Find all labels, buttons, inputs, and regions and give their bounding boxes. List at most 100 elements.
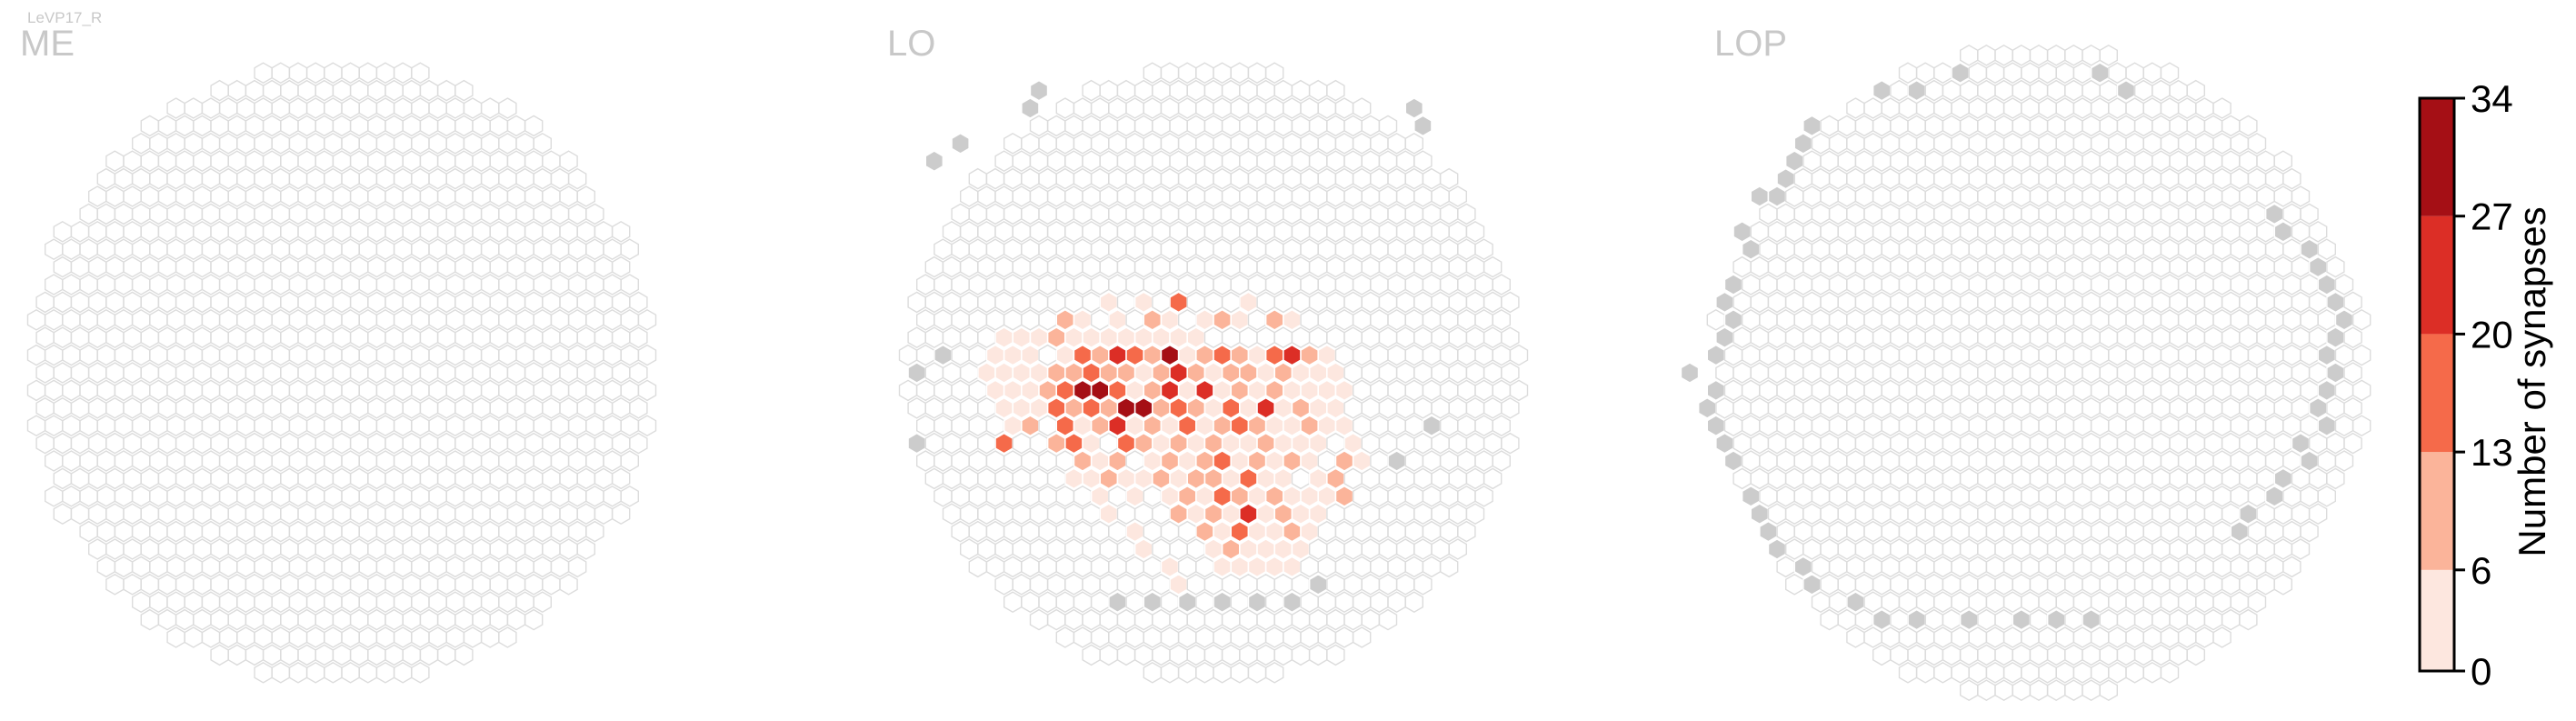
empty-hex-cell: [1793, 203, 1813, 225]
empty-hex-cell: [2133, 503, 2153, 526]
empty-hex-cell: [1352, 344, 1372, 366]
empty-hex-cell: [959, 185, 979, 207]
empty-hex-cell: [550, 450, 570, 472]
valued-hex-cell: [1264, 520, 1284, 543]
empty-hex-cell: [375, 274, 395, 295]
empty-hex-cell: [985, 415, 1005, 437]
empty-hex-cell: [1898, 485, 1918, 507]
empty-hex-cell: [114, 203, 134, 225]
empty-hex-cell: [1767, 362, 1787, 384]
empty-hex-cell: [2160, 520, 2180, 543]
empty-hex-cell: [2133, 291, 2153, 314]
valued-hex-cell: [1264, 485, 1284, 507]
empty-hex-cell: [1942, 115, 1962, 137]
empty-hex-cell: [306, 62, 325, 85]
empty-hex-cell: [1133, 644, 1153, 666]
empty-hex-cell: [2230, 379, 2250, 402]
empty-hex-cell: [218, 556, 238, 578]
empty-hex-cell: [2072, 167, 2092, 190]
grey-hex-cell: [1697, 396, 1717, 419]
empty-hex-cell: [140, 362, 160, 384]
empty-hex-cell: [402, 362, 421, 384]
empty-hex-cell: [454, 538, 474, 560]
empty-hex-cell: [341, 62, 360, 85]
empty-hex-cell: [2038, 308, 2057, 331]
empty-hex-cell: [324, 591, 343, 614]
empty-hex-cell: [481, 167, 500, 190]
empty-hex-cell: [1501, 362, 1520, 384]
empty-hex-cell: [193, 362, 212, 384]
valued-hex-cell: [1169, 291, 1188, 314]
empty-hex-cell: [123, 291, 142, 314]
empty-hex-cell: [149, 415, 168, 437]
empty-hex-cell: [576, 362, 595, 384]
empty-hex-cell: [2116, 362, 2136, 384]
empty-hex-cell: [1959, 255, 1979, 278]
empty-hex-cell: [297, 79, 316, 102]
empty-hex-cell: [411, 661, 430, 684]
empty-hex-cell: [445, 132, 464, 155]
empty-hex-cell: [271, 62, 290, 85]
empty-hex-cell: [411, 308, 430, 331]
valued-hex-cell: [1230, 379, 1250, 402]
empty-hex-cell: [271, 97, 290, 119]
empty-hex-cell: [2142, 591, 2162, 614]
empty-hex-cell: [1994, 291, 2013, 314]
empty-hex-cell: [315, 79, 334, 102]
empty-hex-cell: [2133, 362, 2153, 384]
empty-hex-cell: [1029, 573, 1049, 596]
empty-hex-cell: [2273, 150, 2293, 173]
empty-hex-cell: [2239, 115, 2258, 137]
empty-hex-cell: [2195, 485, 2214, 507]
empty-hex-cell: [2116, 608, 2136, 631]
empty-hex-cell: [463, 203, 483, 225]
empty-hex-cell: [1951, 450, 1970, 472]
empty-hex-cell: [1933, 203, 1952, 225]
empty-hex-cell: [1370, 415, 1389, 437]
empty-hex-cell: [1465, 220, 1485, 243]
empty-hex-cell: [481, 274, 500, 295]
empty-hex-cell: [1474, 450, 1493, 472]
empty-hex-cell: [2186, 467, 2206, 490]
empty-hex-cell: [2012, 255, 2032, 278]
empty-hex-cell: [1968, 167, 1988, 190]
empty-hex-cell: [324, 415, 343, 437]
empty-hex-cell: [1828, 203, 1848, 225]
empty-hex-cell: [105, 185, 125, 207]
valued-hex-cell: [1256, 467, 1275, 490]
empty-hex-cell: [175, 291, 195, 314]
grey-hex-cell: [1750, 503, 1770, 526]
empty-hex-cell: [463, 520, 483, 543]
empty-hex-cell: [2317, 485, 2337, 507]
empty-hex-cell: [332, 432, 352, 455]
empty-hex-cell: [2160, 97, 2180, 119]
valued-hex-cell: [1195, 485, 1214, 507]
empty-hex-cell: [1352, 274, 1372, 295]
empty-hex-cell: [114, 274, 134, 295]
empty-hex-cell: [2221, 396, 2241, 419]
empty-hex-cell: [1907, 255, 1926, 278]
empty-hex-cell: [1723, 379, 1743, 402]
empty-hex-cell: [2090, 97, 2110, 119]
empty-hex-cell: [2160, 626, 2180, 648]
empty-hex-cell: [2212, 485, 2232, 507]
empty-hex-cell: [1915, 379, 1935, 402]
valued-hex-cell: [1256, 503, 1275, 526]
empty-hex-cell: [105, 326, 125, 349]
empty-hex-cell: [951, 379, 970, 402]
empty-hex-cell: [263, 291, 282, 314]
empty-hex-cell: [1811, 591, 1831, 614]
empty-hex-cell: [959, 538, 979, 560]
empty-hex-cell: [341, 450, 360, 472]
valued-hex-cell: [1012, 326, 1032, 349]
empty-hex-cell: [2282, 167, 2301, 190]
valued-hex-cell: [1213, 520, 1232, 543]
valued-hex-cell: [1264, 415, 1284, 437]
empty-hex-cell: [1854, 608, 1874, 631]
valued-hex-cell: [1143, 308, 1163, 331]
empty-hex-cell: [515, 415, 534, 437]
empty-hex-cell: [2125, 520, 2144, 543]
empty-hex-cell: [2212, 450, 2232, 472]
empty-hex-cell: [2152, 255, 2171, 278]
empty-hex-cell: [463, 450, 483, 472]
